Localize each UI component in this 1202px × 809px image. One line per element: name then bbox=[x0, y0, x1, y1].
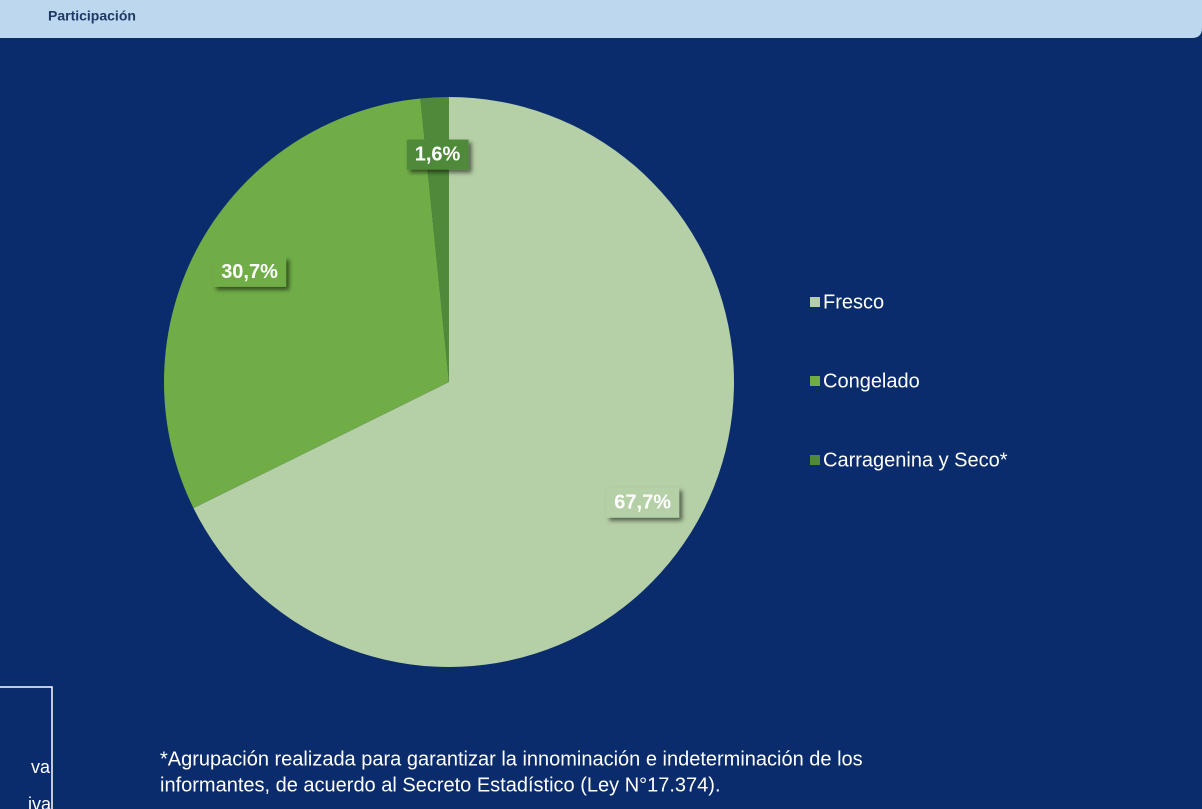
data-label: 1,6% bbox=[406, 139, 469, 170]
data-label: 67,7% bbox=[606, 487, 680, 518]
data-label: 30,7% bbox=[213, 256, 287, 287]
data-label-box bbox=[213, 256, 287, 287]
data-label-text: 1,6% bbox=[415, 144, 461, 166]
header-bar bbox=[0, 0, 1202, 38]
legend-swatch bbox=[810, 376, 820, 386]
legend-label: Congelado bbox=[823, 370, 920, 392]
pie-slice bbox=[163, 98, 449, 509]
footnote: informantes, de acuerdo al Secreto Estad… bbox=[160, 774, 721, 796]
footnote: *Agrupación realizada para garantizar la… bbox=[160, 748, 863, 770]
side-panel bbox=[0, 686, 53, 809]
pie-slice bbox=[193, 97, 735, 667]
data-label-box bbox=[606, 487, 680, 518]
side-fragment: va bbox=[31, 757, 51, 777]
data-label-box bbox=[406, 139, 469, 170]
legend-swatch bbox=[810, 297, 820, 307]
legend-label: Carragenina y Seco* bbox=[823, 449, 1008, 471]
legend-swatch bbox=[810, 455, 820, 465]
subtitle: Participación bbox=[48, 8, 136, 24]
side-fragment: iva bbox=[28, 794, 52, 809]
data-label-text: 67,7% bbox=[614, 492, 671, 514]
data-label-text: 30,7% bbox=[221, 261, 278, 283]
legend-label: Fresco bbox=[823, 291, 884, 313]
